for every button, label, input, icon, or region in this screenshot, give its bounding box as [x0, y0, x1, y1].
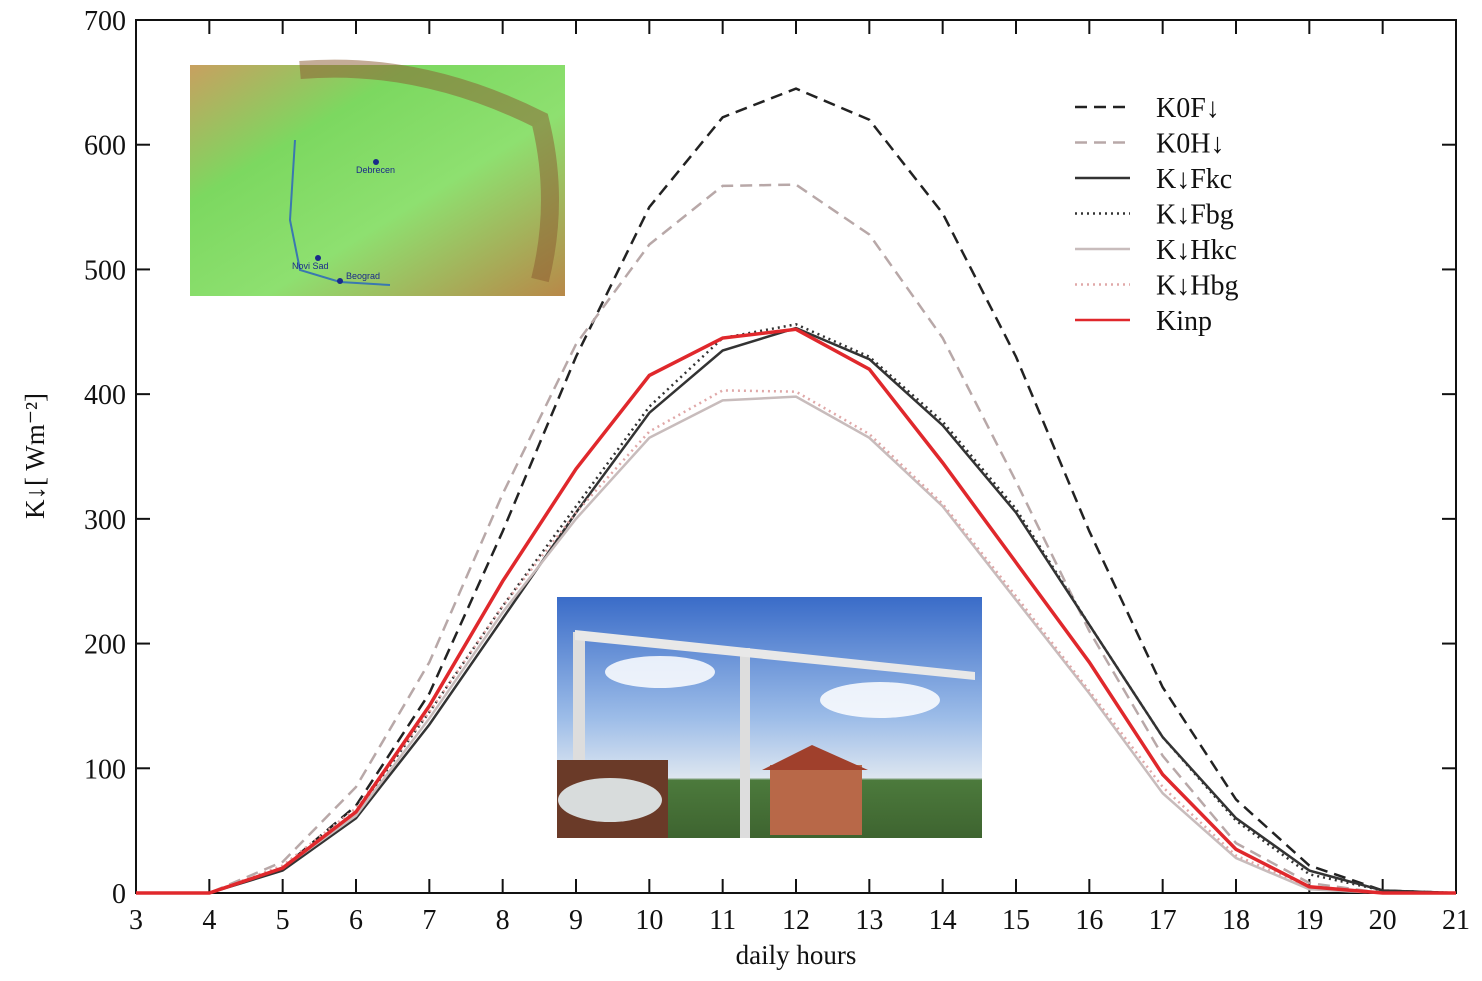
y-tick-label: 600: [84, 131, 126, 162]
x-tick-label: 3: [129, 905, 143, 936]
x-tick-label: 15: [1002, 905, 1030, 936]
map-label: Beograd: [346, 271, 380, 281]
y-tick-label: 700: [84, 6, 126, 37]
photo-boom: [575, 630, 975, 680]
map-mountains: [299, 59, 559, 283]
x-tick-label: 11: [709, 905, 736, 936]
photo-mast: [573, 632, 585, 762]
legend-label: K↓Fkc: [1156, 164, 1232, 195]
series-line: [136, 323, 1457, 895]
map-inset: Debrecen Novi Sad Beograd: [190, 59, 565, 296]
photo-mast: [740, 648, 750, 838]
x-tick-label: 9: [569, 905, 583, 936]
x-axis-label: daily hours: [736, 940, 857, 970]
y-tick-label: 400: [84, 380, 126, 411]
photo-roof: [762, 745, 868, 770]
x-tick-label: 4: [202, 905, 216, 936]
map-city: [337, 278, 343, 284]
map-river: [288, 139, 391, 286]
y-tick-label: 0: [112, 879, 126, 910]
y-tick-label: 200: [84, 630, 126, 661]
x-tick-label: 20: [1369, 905, 1397, 936]
y-tick-label: 500: [84, 255, 126, 286]
x-tick-label: 10: [635, 905, 663, 936]
map-label: Novi Sad: [292, 261, 329, 271]
legend-label: K↓Hkc: [1156, 235, 1237, 266]
x-tick-label: 14: [929, 905, 957, 936]
x-tick-label: 7: [422, 905, 436, 936]
x-tick-label: 17: [1149, 905, 1177, 936]
photo-inset: [557, 597, 982, 838]
legend-label: Kinp: [1156, 306, 1212, 337]
series-line: [136, 327, 1456, 895]
map-city: [315, 255, 321, 261]
x-tick-label: 5: [276, 905, 290, 936]
series-line: [136, 395, 1456, 895]
series-line: [136, 87, 1457, 895]
series-line: [136, 389, 1456, 895]
y-axis-label: K↓[ Wm⁻²]: [20, 393, 50, 519]
x-tick-label: 16: [1075, 905, 1103, 936]
photo-cloud: [820, 682, 940, 718]
photo-hut: [770, 765, 862, 835]
x-tick-label: 18: [1222, 905, 1250, 936]
photo-cloud: [605, 656, 715, 688]
series-line: [136, 183, 1456, 895]
map-label: Debrecen: [356, 165, 395, 175]
x-tick-label: 6: [349, 905, 363, 936]
map-city: [373, 159, 379, 165]
photo-sensor: [558, 778, 662, 822]
x-tick-label: 19: [1295, 905, 1323, 936]
x-tick-label: 8: [496, 905, 510, 936]
y-tick-label: 100: [84, 754, 126, 785]
legend-label: K↓Fbg: [1156, 200, 1234, 231]
legend-label: K0F↓: [1156, 93, 1220, 124]
x-tick-label: 13: [855, 905, 883, 936]
x-tick-label: 21: [1442, 905, 1470, 936]
y-tick-label: 300: [84, 505, 126, 536]
legend-label: K0H↓: [1156, 129, 1224, 160]
x-tick-label: 12: [782, 905, 810, 936]
legend-label: K↓Hbg: [1156, 271, 1238, 302]
